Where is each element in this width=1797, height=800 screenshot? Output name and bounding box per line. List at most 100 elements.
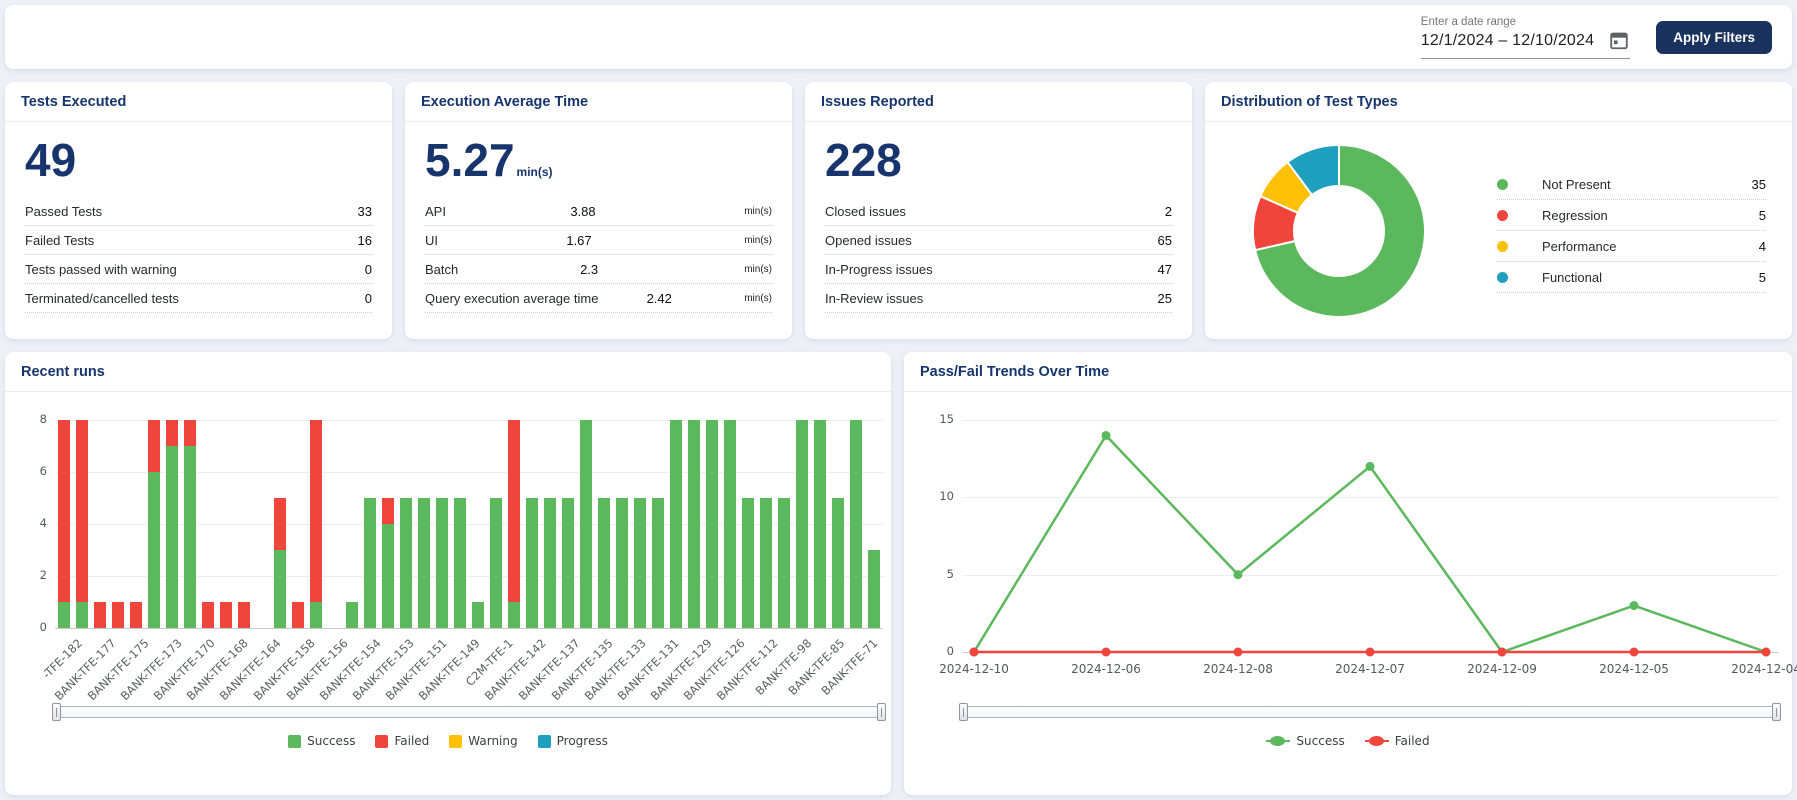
card-header: Tests Executed <box>5 82 392 122</box>
kpi-row-value: 65 <box>1157 232 1172 248</box>
legend-item-failed[interactable]: Failed <box>1364 734 1430 748</box>
bar-33[interactable] <box>652 498 664 628</box>
slider-handle-left[interactable] <box>52 703 61 721</box>
bar-38[interactable] <box>742 498 754 628</box>
data-point-failed-2024-12-05[interactable] <box>1629 647 1639 657</box>
legend-item-failed[interactable]: Failed <box>375 734 429 748</box>
bar-20[interactable] <box>418 498 430 628</box>
bar-8[interactable] <box>202 602 214 628</box>
bar-0[interactable] <box>58 420 70 628</box>
bar-13[interactable] <box>292 602 304 628</box>
zoom-scrollbar[interactable] <box>959 703 1781 721</box>
bar-40[interactable] <box>778 498 790 628</box>
bar-19[interactable] <box>400 498 412 628</box>
donut-legend-item[interactable]: Regression 5 <box>1497 200 1766 231</box>
bar-36[interactable] <box>706 420 718 628</box>
legend-item-warning[interactable]: Warning <box>449 734 518 748</box>
legend-item-success[interactable]: Success <box>288 734 355 748</box>
bar-12[interactable] <box>274 498 286 628</box>
bar-39[interactable] <box>760 498 772 628</box>
legend-item-success[interactable]: Success <box>1266 734 1345 748</box>
donut-segment-functional[interactable] <box>1286 143 1340 196</box>
bar-14[interactable] <box>310 420 322 628</box>
recent-runs-card: Recent runs 0 2 4 6 8 -TFE-182 BANK-TFE-177 BAN… <box>5 352 891 795</box>
test-types-donut-chart[interactable] <box>1245 137 1433 325</box>
bar-31[interactable] <box>616 498 628 628</box>
card-body: 49 Passed Tests 33 Failed Tests 16 Tests pas… <box>5 122 392 313</box>
bar-42[interactable] <box>814 420 826 628</box>
data-point-success-2024-12-08[interactable] <box>1233 570 1243 580</box>
y-axis-tick-label: 8 <box>39 412 47 426</box>
legend-swatch-icon <box>288 734 302 748</box>
bar-2[interactable] <box>94 602 106 628</box>
data-point-failed-2024-12-10[interactable] <box>969 647 979 657</box>
kpi-row-item: UI 1.67 min(s) <box>425 226 772 255</box>
bar-41[interactable] <box>796 420 808 628</box>
apply-filters-button[interactable]: Apply Filters <box>1656 20 1772 54</box>
bar-35[interactable] <box>688 420 700 628</box>
bar-23[interactable] <box>472 602 484 628</box>
bar-18[interactable] <box>382 498 394 628</box>
bar-success-segment <box>616 498 628 628</box>
bar-4[interactable] <box>130 602 142 628</box>
data-point-success-2024-12-06[interactable] <box>1101 430 1111 440</box>
bar-44[interactable] <box>850 420 862 628</box>
bar-7[interactable] <box>184 420 196 628</box>
date-range-field[interactable]: Enter a date range 12/1/2024 – 12/10/202… <box>1420 16 1631 59</box>
data-point-failed-2024-12-06[interactable] <box>1101 647 1111 657</box>
data-point-failed-2024-12-04[interactable] <box>1761 647 1771 657</box>
bar-9[interactable] <box>220 602 232 628</box>
bar-37[interactable] <box>724 420 736 628</box>
donut-legend-item[interactable]: Functional 5 <box>1497 262 1766 293</box>
bar-failed-segment <box>292 602 304 628</box>
data-point-failed-2024-12-08[interactable] <box>1233 647 1243 657</box>
kpi-row-value: 0 <box>364 290 372 306</box>
kpi-row-item: Closed issues 2 <box>825 197 1172 226</box>
tests-executed-card: Tests Executed 49 Passed Tests 33 Failed T… <box>5 82 392 339</box>
bar-21[interactable] <box>436 498 448 628</box>
bar-29[interactable] <box>580 420 592 628</box>
data-point-failed-2024-12-09[interactable] <box>1497 647 1507 657</box>
date-range-value[interactable]: 12/1/2024 – 12/10/2024 <box>1420 32 1595 49</box>
slider-handle-left[interactable] <box>959 703 968 721</box>
bar-30[interactable] <box>598 498 610 628</box>
data-point-failed-2024-12-07[interactable] <box>1365 647 1375 657</box>
bar-24[interactable] <box>490 498 502 628</box>
bar-22[interactable] <box>454 498 466 628</box>
bar-43[interactable] <box>832 498 844 628</box>
bar-28[interactable] <box>562 498 574 628</box>
donut-legend-item[interactable]: Performance 4 <box>1497 231 1766 262</box>
bar-6[interactable] <box>166 420 178 628</box>
kpi-row-unit: min(s) <box>744 205 772 217</box>
kpi-row-label: API <box>425 203 446 219</box>
data-point-success-2024-12-05[interactable] <box>1629 601 1639 611</box>
bar-3[interactable] <box>112 602 124 628</box>
bar-10[interactable] <box>238 602 250 628</box>
bar-success-segment <box>796 420 808 628</box>
bar-17[interactable] <box>364 498 376 628</box>
bar-26[interactable] <box>526 498 538 628</box>
bar-16[interactable] <box>346 602 358 628</box>
bar-success-segment <box>724 420 736 628</box>
zoom-scrollbar[interactable] <box>52 703 886 721</box>
bar-5[interactable] <box>148 420 160 628</box>
donut-legend-item[interactable]: Not Present 35 <box>1497 169 1766 200</box>
bar-27[interactable] <box>544 498 556 628</box>
slider-handle-right[interactable] <box>1772 703 1781 721</box>
bar-25[interactable] <box>508 420 520 628</box>
bar-45[interactable] <box>868 550 880 628</box>
bar-success-segment <box>310 602 322 628</box>
calendar-toggle-button[interactable] <box>1608 29 1630 54</box>
legend-swatch-icon <box>449 734 463 748</box>
legend-value: 35 <box>1751 176 1766 192</box>
bar-34[interactable] <box>670 420 682 628</box>
bar-1[interactable] <box>76 420 88 628</box>
legend-item-progress[interactable]: Progress <box>537 734 608 748</box>
kpi-row-label: Terminated/cancelled tests <box>25 290 179 306</box>
y-axis-tick-label: 5 <box>946 566 954 581</box>
donut-segment-not-present[interactable] <box>1253 143 1426 318</box>
kpi-list: Closed issues 2 Opened issues 65 In-Progress… <box>825 197 1172 313</box>
slider-handle-right[interactable] <box>877 703 886 721</box>
data-point-success-2024-12-07[interactable] <box>1365 461 1375 471</box>
bar-32[interactable] <box>634 498 646 628</box>
